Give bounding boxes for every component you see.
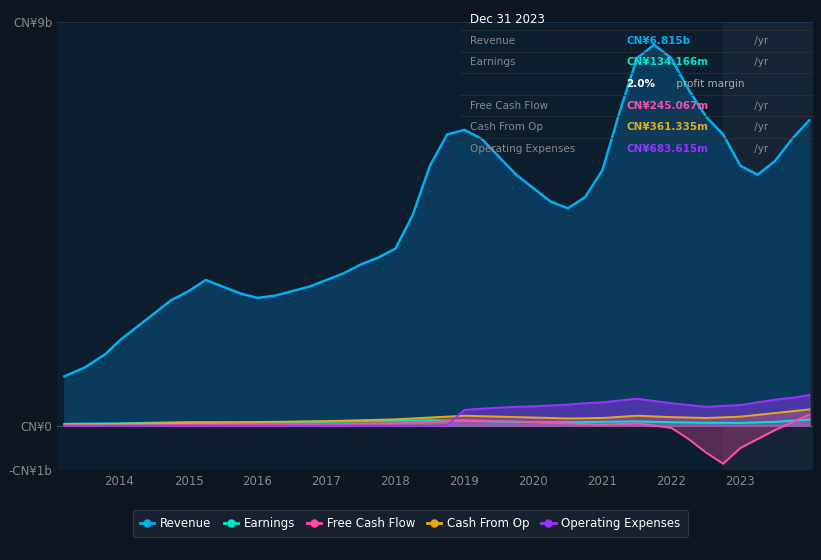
Text: Revenue: Revenue: [470, 36, 516, 46]
Text: Operating Expenses: Operating Expenses: [470, 144, 576, 154]
Text: profit margin: profit margin: [672, 79, 744, 89]
Text: /yr: /yr: [750, 144, 768, 154]
Text: Earnings: Earnings: [470, 58, 516, 67]
Text: /yr: /yr: [750, 101, 768, 111]
Text: Dec 31 2023: Dec 31 2023: [470, 13, 545, 26]
Text: 2.0%: 2.0%: [626, 79, 655, 89]
Text: CN¥361.335m: CN¥361.335m: [626, 122, 709, 132]
Text: CN¥134.166m: CN¥134.166m: [626, 58, 709, 67]
Text: /yr: /yr: [750, 36, 768, 46]
Text: Free Cash Flow: Free Cash Flow: [470, 101, 548, 111]
Text: Cash From Op: Cash From Op: [470, 122, 544, 132]
Bar: [723, 22, 821, 470]
Text: CN¥6.815b: CN¥6.815b: [626, 36, 690, 46]
Text: /yr: /yr: [750, 58, 768, 67]
Text: /yr: /yr: [750, 122, 768, 132]
Text: CN¥245.067m: CN¥245.067m: [626, 101, 709, 111]
Text: CN¥683.615m: CN¥683.615m: [626, 144, 709, 154]
Legend: Revenue, Earnings, Free Cash Flow, Cash From Op, Operating Expenses: Revenue, Earnings, Free Cash Flow, Cash …: [133, 510, 688, 537]
